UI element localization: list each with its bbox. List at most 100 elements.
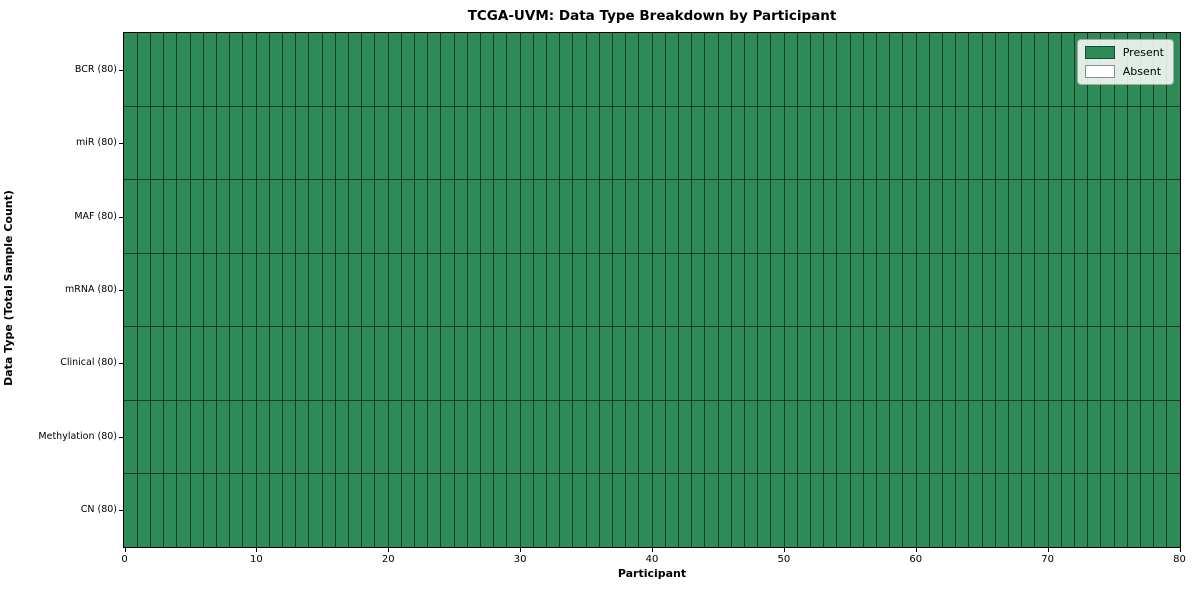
heatmap-cell	[295, 253, 309, 327]
heatmap-cell	[915, 33, 930, 107]
heatmap-cell	[572, 253, 586, 327]
heatmap-cell	[678, 179, 692, 254]
heatmap-cell	[585, 473, 600, 547]
heatmap-cell	[1087, 473, 1101, 547]
heatmap-cell	[797, 326, 811, 401]
heatmap-cell	[968, 106, 982, 180]
heatmap-cell	[216, 106, 230, 180]
heatmap-cell	[915, 106, 930, 180]
heatmap-cell	[1166, 179, 1180, 254]
heatmap-cell	[519, 179, 534, 254]
heatmap-cell	[348, 179, 362, 254]
heatmap-cell	[519, 473, 534, 547]
heatmap-cell	[665, 33, 679, 107]
heatmap-cell	[797, 106, 811, 180]
heatmap-cell	[1074, 179, 1088, 254]
heatmap-cell	[493, 326, 507, 401]
heatmap-cell	[229, 326, 243, 401]
heatmap-cell	[308, 326, 322, 401]
heatmap-cell	[585, 106, 600, 180]
heatmap-cell	[335, 179, 349, 254]
heatmap-cell	[572, 33, 586, 107]
heatmap-cell	[1113, 400, 1128, 474]
heatmap-cell	[942, 253, 956, 327]
x-tick-label: 0	[121, 554, 128, 565]
heatmap-cell	[797, 179, 811, 254]
x-tick-label: 60	[909, 554, 923, 565]
heatmap-cell	[321, 106, 336, 180]
heatmap-cell	[797, 33, 811, 107]
heatmap-cell	[533, 179, 547, 254]
heatmap-cell	[823, 473, 837, 547]
heatmap-cell	[810, 473, 824, 547]
heatmap-cell	[321, 473, 336, 547]
heatmap-cell	[493, 400, 507, 474]
heatmap-cell	[414, 179, 428, 254]
heatmap-cell	[150, 33, 164, 107]
heatmap-cell	[1140, 253, 1154, 327]
heatmap-cell	[229, 253, 243, 327]
heatmap-cell	[242, 326, 256, 401]
heatmap-cell	[269, 326, 283, 401]
heatmap-cell	[638, 179, 652, 254]
y-tick-label: BCR (80)	[74, 64, 117, 76]
heatmap-cell	[1021, 179, 1035, 254]
heatmap-cell	[731, 33, 745, 107]
heatmap-cell	[704, 106, 718, 180]
heatmap-cell	[1153, 253, 1167, 327]
heatmap-cell	[929, 400, 943, 474]
legend-item-absent: Absent	[1084, 65, 1164, 78]
heatmap-cell	[361, 106, 375, 180]
heatmap-cell	[1100, 473, 1114, 547]
heatmap-cell	[731, 253, 745, 327]
heatmap-cell	[216, 253, 230, 327]
heatmap-cell	[137, 253, 151, 327]
heatmap-cell	[374, 33, 388, 107]
heatmap-cell	[506, 400, 520, 474]
heatmap-cell	[981, 473, 996, 547]
heatmap-cell	[704, 326, 718, 401]
heatmap-cell	[915, 253, 930, 327]
heatmap-cell	[863, 326, 877, 401]
heatmap-cell	[506, 253, 520, 327]
heatmap-cell	[585, 33, 600, 107]
heatmap-cell	[810, 400, 824, 474]
heatmap-cell	[519, 326, 534, 401]
heatmap-cell	[585, 179, 600, 254]
heatmap-cell	[1127, 326, 1141, 401]
y-tick-mark	[119, 216, 123, 218]
x-tick-label: 50	[777, 554, 791, 565]
heatmap-cell	[599, 179, 613, 254]
heatmap-cell	[1087, 253, 1101, 327]
y-tick-mark	[119, 143, 123, 145]
heatmap-cell	[546, 106, 560, 180]
heatmap-cell	[717, 106, 732, 180]
heatmap-cell	[1008, 473, 1022, 547]
heatmap-cell	[176, 179, 190, 254]
heatmap-cell	[678, 253, 692, 327]
heatmap-cell	[176, 106, 190, 180]
heatmap-cell	[295, 326, 309, 401]
y-tick-mark	[119, 436, 123, 438]
heatmap-cell	[1127, 253, 1141, 327]
heatmap-cell	[124, 473, 138, 547]
heatmap-cell	[810, 106, 824, 180]
heatmap-cell	[1166, 106, 1180, 180]
heatmap-cell	[163, 473, 177, 547]
heatmap-cell	[282, 400, 296, 474]
heatmap-cell	[1034, 326, 1048, 401]
legend-label-absent: Absent	[1122, 65, 1162, 78]
heatmap-cell	[414, 33, 428, 107]
heatmap-cell	[189, 400, 204, 474]
heatmap-cell	[1034, 106, 1048, 180]
heatmap-cell	[361, 473, 375, 547]
heatmap-cell	[1047, 33, 1062, 107]
heatmap-cell	[572, 179, 586, 254]
heatmap-cell	[559, 179, 573, 254]
heatmap-cell	[717, 179, 732, 254]
heatmap-cell	[1100, 400, 1114, 474]
heatmap-cell	[902, 33, 916, 107]
heatmap-cell	[216, 400, 230, 474]
heatmap-cell	[467, 106, 481, 180]
heatmap-cell	[189, 179, 204, 254]
